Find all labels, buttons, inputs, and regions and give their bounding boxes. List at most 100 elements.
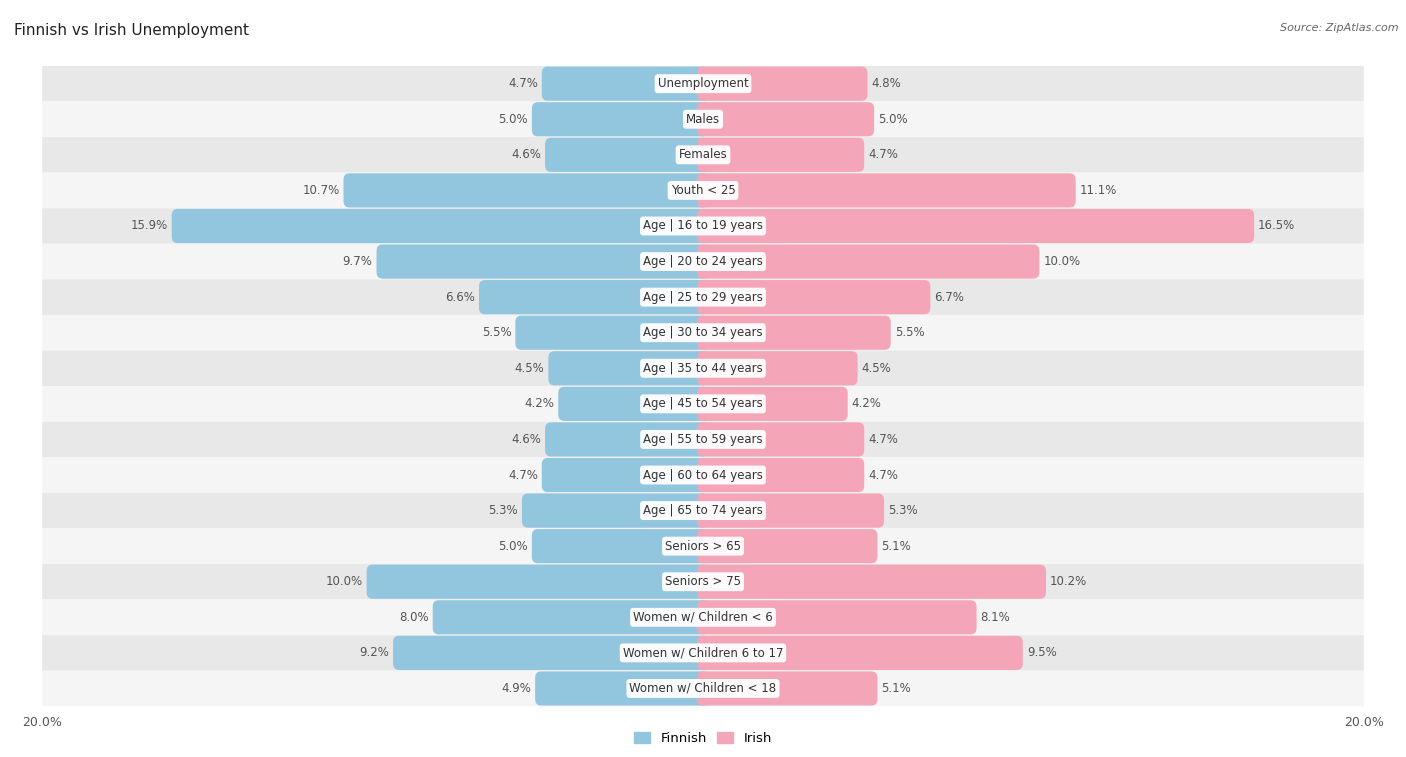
FancyBboxPatch shape (541, 67, 709, 101)
Text: 4.8%: 4.8% (872, 77, 901, 90)
FancyBboxPatch shape (42, 671, 1364, 706)
FancyBboxPatch shape (172, 209, 709, 243)
FancyBboxPatch shape (546, 138, 709, 172)
Text: 11.1%: 11.1% (1080, 184, 1116, 197)
Text: 5.0%: 5.0% (498, 113, 527, 126)
FancyBboxPatch shape (377, 245, 709, 279)
FancyBboxPatch shape (42, 279, 1364, 315)
FancyBboxPatch shape (546, 422, 709, 456)
FancyBboxPatch shape (697, 600, 977, 634)
Text: Age | 45 to 54 years: Age | 45 to 54 years (643, 397, 763, 410)
Text: Age | 60 to 64 years: Age | 60 to 64 years (643, 469, 763, 481)
FancyBboxPatch shape (697, 280, 931, 314)
Text: 5.0%: 5.0% (498, 540, 527, 553)
Text: Source: ZipAtlas.com: Source: ZipAtlas.com (1281, 23, 1399, 33)
FancyBboxPatch shape (697, 565, 1046, 599)
Text: 6.6%: 6.6% (446, 291, 475, 304)
FancyBboxPatch shape (541, 458, 709, 492)
FancyBboxPatch shape (697, 458, 865, 492)
Text: 4.7%: 4.7% (508, 469, 537, 481)
Text: Age | 20 to 24 years: Age | 20 to 24 years (643, 255, 763, 268)
Text: Women w/ Children 6 to 17: Women w/ Children 6 to 17 (623, 646, 783, 659)
FancyBboxPatch shape (42, 635, 1364, 671)
Text: 5.5%: 5.5% (482, 326, 512, 339)
FancyBboxPatch shape (558, 387, 709, 421)
Text: 4.5%: 4.5% (515, 362, 544, 375)
FancyBboxPatch shape (42, 600, 1364, 635)
Text: Women w/ Children < 6: Women w/ Children < 6 (633, 611, 773, 624)
FancyBboxPatch shape (697, 671, 877, 706)
FancyBboxPatch shape (42, 528, 1364, 564)
FancyBboxPatch shape (42, 422, 1364, 457)
Text: Males: Males (686, 113, 720, 126)
Text: 6.7%: 6.7% (934, 291, 965, 304)
Text: 5.5%: 5.5% (894, 326, 924, 339)
Text: Age | 55 to 59 years: Age | 55 to 59 years (643, 433, 763, 446)
Text: 4.7%: 4.7% (508, 77, 537, 90)
FancyBboxPatch shape (697, 422, 865, 456)
Text: 9.7%: 9.7% (343, 255, 373, 268)
FancyBboxPatch shape (42, 315, 1364, 350)
FancyBboxPatch shape (42, 350, 1364, 386)
Text: 10.7%: 10.7% (302, 184, 339, 197)
Text: 4.9%: 4.9% (502, 682, 531, 695)
Text: 5.3%: 5.3% (488, 504, 517, 517)
Text: 15.9%: 15.9% (131, 220, 167, 232)
Text: 10.0%: 10.0% (1043, 255, 1080, 268)
Text: 5.1%: 5.1% (882, 540, 911, 553)
FancyBboxPatch shape (697, 529, 877, 563)
FancyBboxPatch shape (516, 316, 709, 350)
Text: 4.6%: 4.6% (512, 433, 541, 446)
Text: 5.1%: 5.1% (882, 682, 911, 695)
FancyBboxPatch shape (697, 636, 1022, 670)
FancyBboxPatch shape (697, 209, 1254, 243)
Text: 10.2%: 10.2% (1050, 575, 1087, 588)
FancyBboxPatch shape (42, 101, 1364, 137)
FancyBboxPatch shape (697, 67, 868, 101)
FancyBboxPatch shape (697, 245, 1039, 279)
Text: Unemployment: Unemployment (658, 77, 748, 90)
Text: 9.5%: 9.5% (1026, 646, 1056, 659)
Text: 4.7%: 4.7% (868, 469, 898, 481)
FancyBboxPatch shape (42, 208, 1364, 244)
FancyBboxPatch shape (479, 280, 709, 314)
FancyBboxPatch shape (697, 173, 1076, 207)
FancyBboxPatch shape (42, 386, 1364, 422)
FancyBboxPatch shape (42, 244, 1364, 279)
Text: 4.6%: 4.6% (512, 148, 541, 161)
FancyBboxPatch shape (531, 529, 709, 563)
FancyBboxPatch shape (697, 102, 875, 136)
FancyBboxPatch shape (522, 494, 709, 528)
Text: 9.2%: 9.2% (360, 646, 389, 659)
FancyBboxPatch shape (697, 316, 890, 350)
FancyBboxPatch shape (531, 102, 709, 136)
Text: Age | 16 to 19 years: Age | 16 to 19 years (643, 220, 763, 232)
Text: Females: Females (679, 148, 727, 161)
Text: Age | 35 to 44 years: Age | 35 to 44 years (643, 362, 763, 375)
FancyBboxPatch shape (433, 600, 709, 634)
Text: Women w/ Children < 18: Women w/ Children < 18 (630, 682, 776, 695)
Text: Age | 25 to 29 years: Age | 25 to 29 years (643, 291, 763, 304)
FancyBboxPatch shape (42, 66, 1364, 101)
FancyBboxPatch shape (548, 351, 709, 385)
Text: Finnish vs Irish Unemployment: Finnish vs Irish Unemployment (14, 23, 249, 38)
FancyBboxPatch shape (697, 138, 865, 172)
Text: 4.2%: 4.2% (852, 397, 882, 410)
Text: 4.5%: 4.5% (862, 362, 891, 375)
FancyBboxPatch shape (42, 137, 1364, 173)
Text: 5.0%: 5.0% (879, 113, 908, 126)
FancyBboxPatch shape (536, 671, 709, 706)
Text: 4.2%: 4.2% (524, 397, 554, 410)
FancyBboxPatch shape (343, 173, 709, 207)
Text: 4.7%: 4.7% (868, 148, 898, 161)
Text: 5.3%: 5.3% (889, 504, 918, 517)
FancyBboxPatch shape (697, 351, 858, 385)
FancyBboxPatch shape (42, 173, 1364, 208)
Text: 8.1%: 8.1% (980, 611, 1011, 624)
Text: Seniors > 75: Seniors > 75 (665, 575, 741, 588)
FancyBboxPatch shape (697, 387, 848, 421)
FancyBboxPatch shape (394, 636, 709, 670)
FancyBboxPatch shape (42, 457, 1364, 493)
FancyBboxPatch shape (42, 564, 1364, 600)
Text: 16.5%: 16.5% (1258, 220, 1295, 232)
